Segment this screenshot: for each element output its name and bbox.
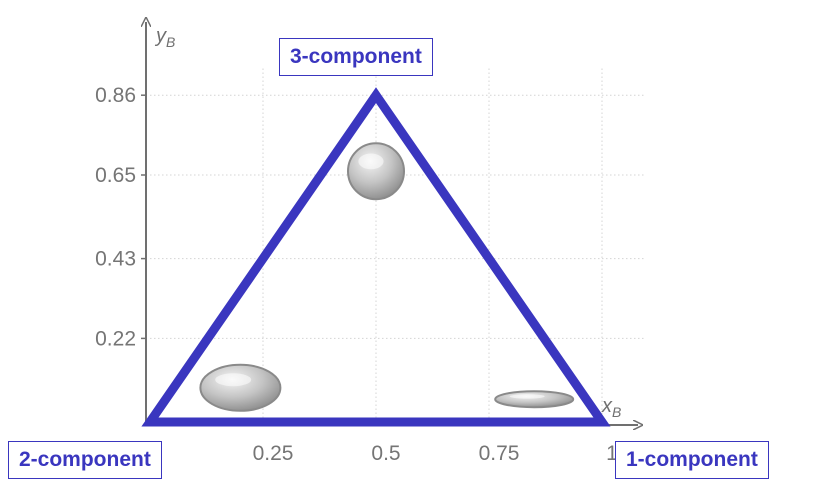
x-tick-label: 1 (606, 442, 618, 465)
droplets (199, 142, 575, 412)
y-tick-label: 0.65 (95, 164, 136, 187)
y-tick-label: 0.86 (95, 84, 136, 107)
y-axis-title: yB (154, 25, 175, 50)
grid-lines (150, 66, 645, 422)
ternary-triangle (141, 87, 611, 427)
x-tick-label: 0.25 (253, 442, 294, 465)
vertex-label-3-component: 3-component (279, 38, 433, 76)
y-tick-label: 0.22 (95, 327, 136, 350)
droplet-highlight (358, 153, 384, 170)
tick-labels: yB xB 0.22 0.43 0.65 0.86 0.25 0.5 0.75 1 (95, 25, 621, 465)
triangle-outline (141, 87, 611, 427)
droplet-highlight (509, 394, 545, 399)
droplet-flat (494, 390, 575, 409)
droplet-sphere (347, 142, 405, 201)
y-tick-label: 0.43 (95, 248, 136, 271)
x-tick-label: 0.5 (371, 442, 400, 465)
x-tick-label: 0.75 (479, 442, 520, 465)
vertex-label-2-component: 2-component (8, 441, 162, 479)
droplet-lens (199, 363, 282, 412)
x-axis-title: xB (601, 395, 621, 420)
vertex-label-1-component: 1-component (615, 441, 769, 479)
droplet-highlight (215, 373, 252, 387)
